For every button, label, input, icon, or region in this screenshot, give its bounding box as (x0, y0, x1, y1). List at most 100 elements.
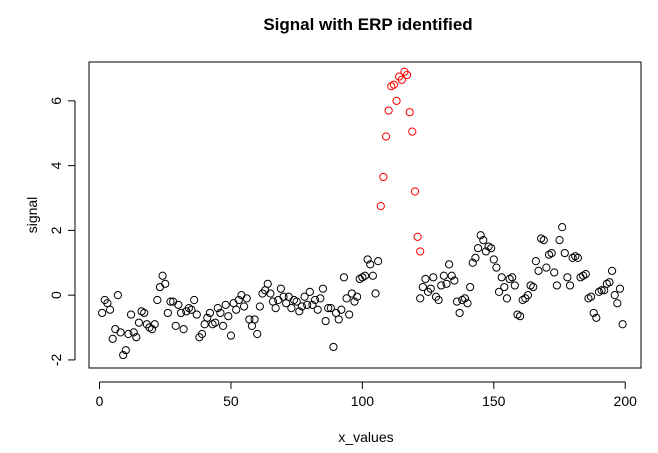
data-point (371, 289, 380, 298)
data-point (602, 279, 611, 288)
data-point (473, 244, 483, 253)
data-point (295, 307, 304, 316)
data-point (523, 291, 533, 300)
data-point (494, 287, 504, 297)
data-point (111, 325, 120, 334)
data-point (255, 302, 264, 311)
data-point (224, 312, 233, 321)
erp-data-point (416, 247, 425, 256)
data-point (505, 274, 514, 284)
data-point (355, 274, 364, 284)
data-point (552, 281, 561, 290)
y-tick-label: 2 (48, 226, 64, 234)
data-point (547, 248, 556, 258)
data-point (284, 292, 293, 301)
data-point (176, 308, 186, 318)
data-point (308, 300, 317, 309)
data-point (339, 273, 349, 282)
data-point (573, 253, 583, 263)
data-point (232, 305, 241, 314)
data-point (316, 294, 325, 303)
data-point (571, 252, 580, 261)
data-point (555, 235, 564, 245)
data-point (358, 273, 367, 282)
data-point (353, 292, 362, 301)
data-point (437, 281, 446, 290)
erp-data-point (410, 187, 420, 196)
data-point (132, 333, 141, 342)
data-point (479, 235, 488, 245)
data-point (218, 321, 228, 331)
data-point (542, 263, 551, 272)
data-point (134, 318, 144, 327)
y-axis-label: signal (24, 197, 40, 234)
data-point (421, 274, 430, 284)
data-point (266, 289, 275, 298)
data-point (158, 271, 167, 280)
data-point (150, 320, 159, 329)
x-tick-label: 0 (96, 393, 104, 409)
data-point (550, 268, 559, 277)
x-axis: 0 50 100 150 200 (96, 381, 637, 409)
data-point (429, 273, 438, 282)
data-point (605, 278, 614, 287)
data-point (163, 308, 172, 318)
data-point (98, 308, 107, 318)
data-point (607, 266, 617, 275)
data-point (292, 297, 301, 306)
data-point (455, 308, 464, 318)
x-tick-label: 50 (223, 393, 239, 409)
data-point (368, 271, 377, 280)
data-point (589, 308, 598, 318)
data-point (271, 303, 280, 313)
data-point (140, 308, 149, 318)
data-point (119, 350, 128, 360)
data-point (610, 291, 619, 300)
data-point (121, 346, 130, 355)
data-point (442, 279, 451, 288)
data-point (213, 303, 222, 313)
data-point (197, 329, 207, 339)
data-point (216, 308, 225, 318)
erp-data-point (402, 70, 412, 80)
data-point (208, 320, 217, 329)
data-points (98, 67, 627, 360)
data-point (124, 329, 133, 339)
data-point (334, 315, 343, 324)
data-point (153, 295, 162, 305)
data-point (250, 315, 259, 324)
data-point (289, 295, 299, 305)
erp-data-point (405, 108, 414, 117)
data-point (471, 253, 480, 263)
data-point (347, 289, 356, 298)
data-point (534, 266, 543, 275)
data-point (242, 294, 251, 303)
plot-area-frame (88, 61, 642, 369)
erp-data-point (381, 132, 391, 141)
data-point (345, 310, 354, 319)
erp-data-point (389, 80, 399, 89)
data-point (190, 295, 199, 305)
data-point (253, 329, 262, 339)
data-point (513, 310, 522, 319)
data-point (584, 294, 593, 303)
data-point (476, 231, 485, 240)
data-point (360, 271, 370, 280)
data-point (426, 284, 435, 293)
data-point (171, 321, 180, 331)
y-tick-label: 0 (48, 291, 64, 299)
data-point (466, 282, 475, 292)
data-point (187, 305, 196, 314)
data-point (300, 292, 309, 301)
data-point (161, 279, 170, 288)
data-point (192, 310, 201, 319)
data-point (321, 316, 330, 326)
data-point (287, 303, 296, 313)
data-point (129, 328, 138, 337)
erp-data-point (384, 106, 393, 115)
x-tick-label: 150 (482, 393, 506, 409)
y-axis: -2 0 2 4 6 (48, 97, 76, 366)
data-point (463, 299, 472, 308)
data-point (342, 294, 351, 303)
data-point (126, 310, 136, 319)
